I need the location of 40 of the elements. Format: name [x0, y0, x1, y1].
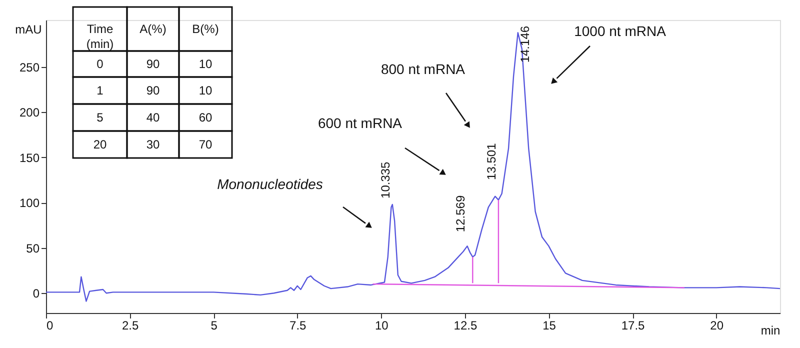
- annotation: 20: [93, 138, 107, 152]
- x-tick-label: 17.5: [621, 318, 646, 332]
- annotation: 10: [198, 84, 212, 98]
- annotation: 1000 nt mRNA: [574, 23, 667, 39]
- x-tick-label: 0: [46, 318, 54, 332]
- annotation: 600 nt mRNA: [318, 115, 403, 131]
- annotation: Mononucleotides: [217, 176, 323, 192]
- annotation: 40: [146, 110, 160, 124]
- annotation: 0: [96, 57, 104, 71]
- y-tick-label: 150: [19, 150, 40, 165]
- x-axis-title: min: [760, 324, 780, 338]
- annotation: A(%): [140, 22, 166, 36]
- annotation: 10: [198, 57, 212, 71]
- y-tick-label: 100: [19, 196, 40, 210]
- annotation: 12.569: [453, 195, 468, 232]
- y-tick-label: 250: [19, 60, 40, 75]
- annotation: B(%): [192, 22, 219, 36]
- x-tick-label: 7.5: [290, 318, 307, 332]
- annotation: 70: [198, 138, 212, 152]
- annotation: 90: [146, 57, 160, 71]
- x-tick-label: 20: [710, 318, 724, 332]
- annotation: 30: [146, 138, 160, 152]
- y-tick-label: 200: [19, 106, 40, 120]
- y-tick-label: 0: [32, 286, 40, 301]
- annotation: 90: [146, 84, 160, 98]
- x-tick-label: 10: [374, 318, 389, 332]
- annotation: 5: [96, 110, 104, 124]
- annotation: 10.335: [378, 161, 392, 198]
- x-tick-label: 15: [542, 318, 556, 332]
- annotation: 14.146: [518, 26, 532, 63]
- y-axis-title: mAU: [15, 22, 42, 36]
- x-tick-label: 12.5: [454, 318, 478, 332]
- annotation: 1: [96, 84, 104, 98]
- x-tick-label: 2.5: [122, 318, 139, 332]
- annotation: 800 nt mRNA: [380, 61, 466, 77]
- y-tick-label: 50: [26, 241, 40, 256]
- annotation: 60: [198, 110, 212, 124]
- x-tick-label: 5: [210, 318, 218, 332]
- annotation: Time (min): [86, 22, 114, 51]
- annotation: 13.501: [484, 142, 498, 180]
